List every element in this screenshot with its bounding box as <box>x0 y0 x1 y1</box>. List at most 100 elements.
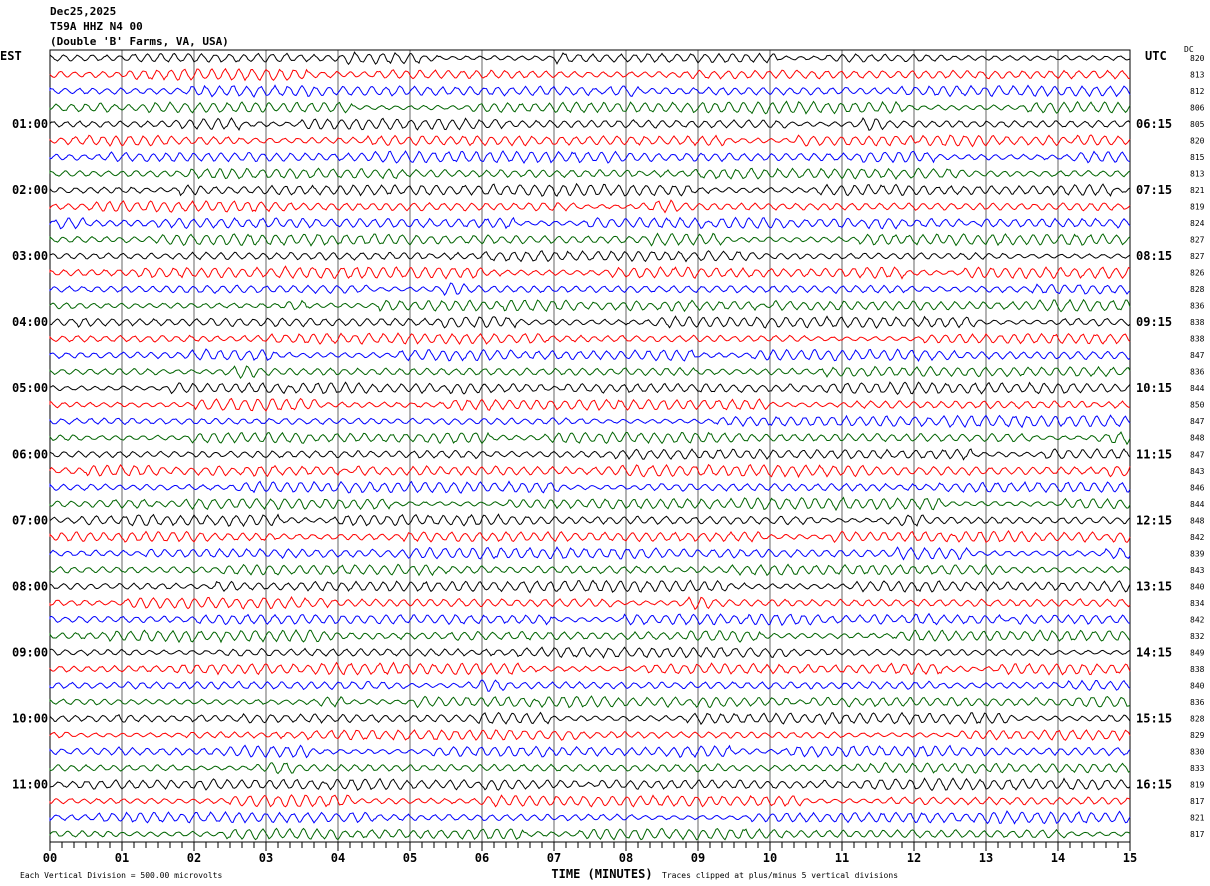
dc-value: 805 <box>1190 120 1205 129</box>
dc-title: DC <box>1184 45 1194 54</box>
dc-value: 838 <box>1190 318 1205 327</box>
seismic-trace <box>49 216 1131 230</box>
seismic-trace <box>49 397 1131 412</box>
est-hour-label: 06:00 <box>12 447 48 461</box>
dc-value: 846 <box>1190 483 1205 492</box>
seismic-trace <box>49 298 1131 313</box>
dc-value: 842 <box>1190 615 1205 624</box>
x-tick-label: 01 <box>115 851 129 865</box>
dc-value: 850 <box>1190 401 1205 410</box>
utc-hour-label: 13:15 <box>1136 579 1172 593</box>
dc-value: 836 <box>1190 698 1205 707</box>
x-tick-label: 14 <box>1051 851 1065 865</box>
est-hour-label: 01:00 <box>12 117 48 131</box>
dc-value: 824 <box>1190 219 1205 228</box>
seismic-trace <box>49 579 1131 594</box>
seismic-trace <box>49 250 1131 263</box>
clip-note: Traces clipped at plus/minus 5 vertical … <box>662 871 898 880</box>
x-axis-title: TIME (MINUTES) <box>551 867 652 881</box>
est-hour-label: 08:00 <box>12 579 48 593</box>
dc-value: 836 <box>1190 302 1205 311</box>
seismic-trace <box>49 661 1131 676</box>
location-label: (Double 'B' Farms, VA, USA) <box>50 35 229 48</box>
seismic-trace <box>49 810 1131 825</box>
dc-value: 838 <box>1190 335 1205 344</box>
dc-value: 817 <box>1190 797 1205 806</box>
seismic-trace <box>49 729 1131 742</box>
dc-value: 826 <box>1190 269 1205 278</box>
dc-value: 813 <box>1190 71 1205 80</box>
dc-value: 821 <box>1190 813 1205 822</box>
utc-axis-title: UTC <box>1145 49 1167 63</box>
seismic-trace <box>49 794 1131 808</box>
dc-value: 832 <box>1190 632 1205 641</box>
plot-frame <box>49 49 1131 843</box>
dc-value: 813 <box>1190 170 1205 179</box>
seismic-trace <box>49 529 1131 544</box>
est-hour-label: 03:00 <box>12 249 48 263</box>
dc-value: 849 <box>1190 648 1205 657</box>
seismic-trace <box>49 84 1131 98</box>
est-hour-label: 10:00 <box>12 711 48 725</box>
seismic-trace <box>49 365 1131 379</box>
dc-value: 827 <box>1190 236 1205 245</box>
utc-hour-label: 12:15 <box>1136 513 1172 527</box>
station-label: T59A HHZ N4 00 <box>50 20 143 33</box>
est-axis-title: EST <box>0 49 22 63</box>
seismic-trace <box>49 51 1131 66</box>
seismic-trace <box>49 67 1131 82</box>
scale-note: Each Vertical Division = 500.00 microvol… <box>20 871 222 880</box>
dc-value: 844 <box>1190 384 1205 393</box>
seismic-trace <box>49 315 1131 329</box>
seismic-trace <box>49 348 1131 362</box>
dc-value: 839 <box>1190 549 1205 558</box>
x-tick-label: 13 <box>979 851 993 865</box>
seismic-trace <box>49 150 1131 164</box>
dc-value: 830 <box>1190 747 1205 756</box>
seismic-trace <box>49 431 1131 446</box>
date-label: Dec25,2025 <box>50 5 117 18</box>
seismic-trace <box>49 711 1131 726</box>
seismic-trace <box>49 100 1131 115</box>
x-tick-label: 12 <box>907 851 921 865</box>
x-tick-label: 00 <box>43 851 57 865</box>
est-hour-label: 02:00 <box>12 183 48 197</box>
dc-value: 819 <box>1190 203 1205 212</box>
seismic-trace <box>49 744 1131 759</box>
x-tick-label: 11 <box>835 851 849 865</box>
x-tick-label: 06 <box>475 851 489 865</box>
x-tick-label: 09 <box>691 851 705 865</box>
seismic-trace <box>49 332 1131 345</box>
dc-value: 834 <box>1190 599 1205 608</box>
dc-value: 842 <box>1190 533 1205 542</box>
x-tick-label: 15 <box>1123 851 1137 865</box>
utc-hour-label: 16:15 <box>1136 777 1172 791</box>
dc-value: 843 <box>1190 467 1205 476</box>
seismic-trace <box>49 282 1131 297</box>
seismic-trace <box>49 513 1131 528</box>
utc-hour-label: 11:15 <box>1136 447 1172 461</box>
seismic-trace <box>49 463 1131 479</box>
seismic-trace <box>49 777 1131 792</box>
utc-hour-label: 06:15 <box>1136 117 1172 131</box>
utc-hour-label: 07:15 <box>1136 183 1172 197</box>
seismic-trace <box>49 496 1131 512</box>
seismic-trace <box>49 117 1131 131</box>
dc-value: 820 <box>1190 137 1205 146</box>
dc-value: 812 <box>1190 87 1205 96</box>
dc-value: 815 <box>1190 153 1205 162</box>
utc-hour-label: 14:15 <box>1136 645 1172 659</box>
utc-hour-label: 10:15 <box>1136 381 1172 395</box>
x-tick-label: 04 <box>331 851 345 865</box>
x-tick-label: 05 <box>403 851 417 865</box>
seismic-trace <box>49 695 1131 709</box>
dc-value: 828 <box>1190 714 1205 723</box>
seismic-trace <box>49 612 1131 627</box>
seismic-trace <box>49 646 1131 659</box>
dc-value: 844 <box>1190 500 1205 509</box>
utc-hour-label: 08:15 <box>1136 249 1172 263</box>
seismic-trace <box>49 762 1131 775</box>
est-hour-label: 07:00 <box>12 513 48 527</box>
dc-value: 820 <box>1190 54 1205 63</box>
seismic-trace <box>49 182 1131 197</box>
